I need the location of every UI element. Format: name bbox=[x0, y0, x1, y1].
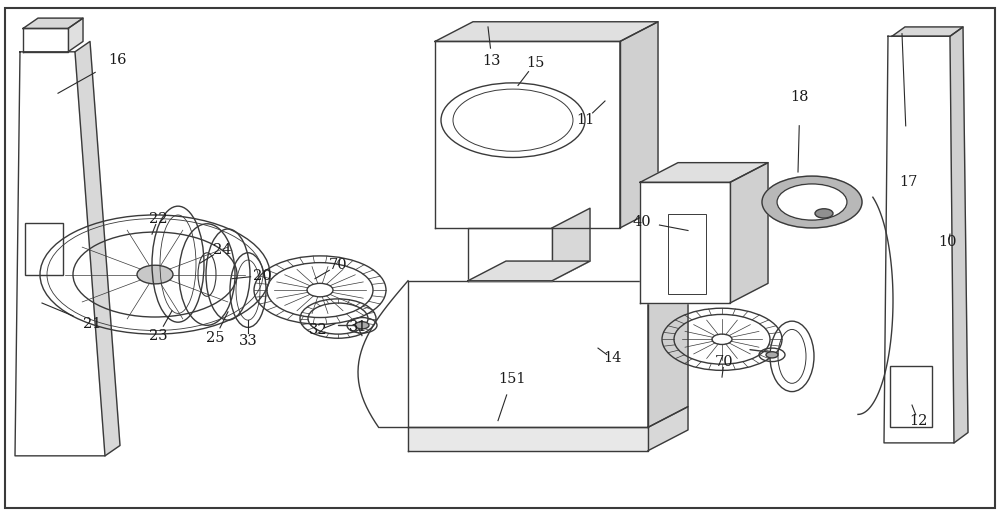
Circle shape bbox=[766, 352, 778, 358]
Text: 18: 18 bbox=[791, 90, 809, 105]
Bar bbox=[25, 223, 63, 275]
Text: 70: 70 bbox=[715, 354, 733, 369]
Text: 31: 31 bbox=[349, 320, 367, 335]
Text: 40: 40 bbox=[633, 214, 651, 229]
Text: 25: 25 bbox=[206, 330, 224, 345]
Text: 21: 21 bbox=[83, 316, 101, 331]
Circle shape bbox=[355, 322, 369, 329]
Text: 151: 151 bbox=[498, 372, 526, 386]
Polygon shape bbox=[468, 261, 590, 281]
Text: 14: 14 bbox=[603, 351, 621, 366]
Polygon shape bbox=[468, 228, 552, 281]
Polygon shape bbox=[23, 18, 83, 28]
Text: 22: 22 bbox=[149, 211, 167, 226]
Polygon shape bbox=[620, 22, 658, 228]
Text: 23: 23 bbox=[149, 328, 167, 343]
Text: 11: 11 bbox=[576, 113, 594, 127]
Polygon shape bbox=[777, 184, 847, 220]
Polygon shape bbox=[648, 407, 688, 451]
Bar bbox=[890, 366, 932, 427]
Text: 16: 16 bbox=[109, 52, 127, 67]
Polygon shape bbox=[884, 36, 954, 443]
Text: 24: 24 bbox=[213, 242, 231, 257]
Polygon shape bbox=[730, 163, 768, 303]
Text: 12: 12 bbox=[909, 413, 927, 428]
Text: 33: 33 bbox=[239, 334, 257, 348]
Polygon shape bbox=[950, 27, 968, 443]
Circle shape bbox=[815, 209, 833, 218]
Polygon shape bbox=[648, 260, 688, 427]
Polygon shape bbox=[435, 22, 658, 41]
Text: 13: 13 bbox=[483, 54, 501, 68]
Polygon shape bbox=[75, 41, 120, 456]
Circle shape bbox=[137, 265, 173, 284]
Polygon shape bbox=[23, 28, 68, 52]
Polygon shape bbox=[640, 182, 730, 303]
Text: 17: 17 bbox=[899, 175, 917, 190]
Bar bbox=[668, 214, 706, 294]
Text: 70: 70 bbox=[329, 258, 347, 272]
Text: 10: 10 bbox=[939, 235, 957, 250]
Polygon shape bbox=[408, 281, 648, 427]
Polygon shape bbox=[15, 52, 105, 456]
Text: 20: 20 bbox=[253, 268, 271, 283]
Text: 32: 32 bbox=[309, 323, 327, 338]
Polygon shape bbox=[408, 427, 648, 451]
Polygon shape bbox=[892, 27, 963, 36]
Polygon shape bbox=[68, 18, 83, 52]
Polygon shape bbox=[435, 41, 620, 228]
Polygon shape bbox=[552, 208, 590, 281]
Polygon shape bbox=[762, 176, 862, 228]
Text: 15: 15 bbox=[526, 56, 544, 70]
Polygon shape bbox=[640, 163, 768, 182]
